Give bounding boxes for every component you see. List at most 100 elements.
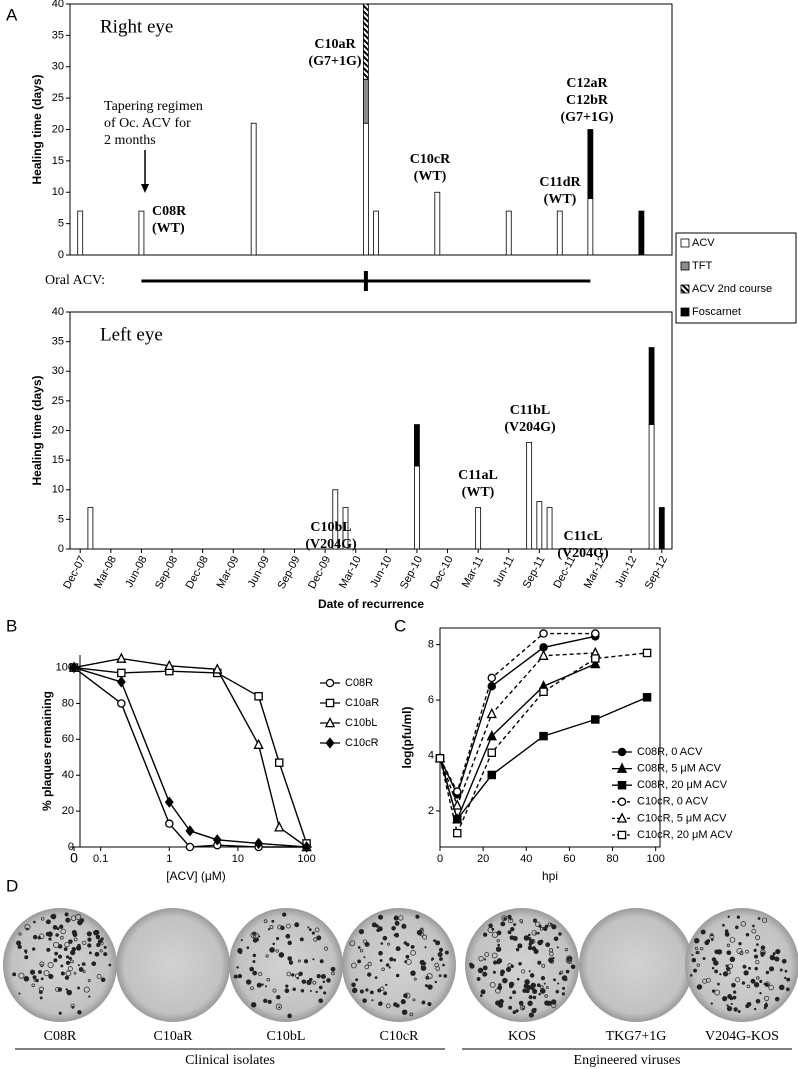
plaque <box>759 979 763 984</box>
plaque <box>489 981 496 988</box>
plaque <box>18 972 25 979</box>
plaque <box>410 970 416 976</box>
series-line <box>439 652 596 808</box>
plaque <box>537 939 543 946</box>
plaque <box>710 1002 713 1005</box>
plaque <box>54 951 58 956</box>
marker <box>617 780 627 790</box>
x-tick-label: Jun-11 <box>491 554 517 589</box>
annotation: (V204G) <box>305 537 357 552</box>
x-tick-label: 0.1 <box>93 853 108 865</box>
plaque <box>781 958 787 964</box>
plaque <box>280 925 285 931</box>
marker <box>185 842 195 852</box>
plaque <box>508 981 515 987</box>
annotation: C12bR <box>566 93 609 108</box>
plaque <box>365 988 369 992</box>
plaque <box>388 966 391 969</box>
plaque <box>64 975 70 980</box>
plaque <box>730 1002 733 1005</box>
marker <box>591 715 600 724</box>
plaque <box>483 958 487 961</box>
plaque <box>510 926 515 932</box>
plaque <box>401 1009 408 1015</box>
plaque <box>532 988 538 994</box>
plaque <box>47 962 54 969</box>
plaque <box>443 974 448 978</box>
plaque <box>385 1003 391 1009</box>
plaque <box>312 980 317 985</box>
plaque <box>389 957 394 962</box>
plaque <box>65 917 71 923</box>
plaque <box>393 958 397 962</box>
plaque <box>266 977 271 982</box>
marker <box>212 663 223 674</box>
x-tick-label: Mar-09 <box>215 554 242 590</box>
plaque <box>539 988 546 994</box>
marker <box>302 841 311 853</box>
marker <box>274 821 285 832</box>
plaque <box>743 970 749 976</box>
plaque <box>694 946 699 951</box>
plaque <box>298 971 303 977</box>
plaque <box>727 915 730 919</box>
y-tick-label: 40 <box>52 0 64 10</box>
plaque <box>513 923 517 927</box>
plaque <box>492 970 496 974</box>
plaque <box>742 964 747 969</box>
bar-segment <box>362 78 369 124</box>
plate-label: C10bL <box>267 1029 306 1044</box>
plaque <box>83 986 90 993</box>
plaque <box>276 994 281 1000</box>
plaque <box>269 947 275 953</box>
plaque <box>379 959 383 962</box>
plaque <box>73 971 77 975</box>
plaque <box>355 978 359 982</box>
x-tick-label: Dec-08 <box>184 554 211 591</box>
y-tick-label: 2 <box>428 805 434 817</box>
plaque <box>497 985 503 991</box>
plaque <box>405 942 410 947</box>
plaque <box>547 922 552 927</box>
y-tick-label: 60 <box>62 733 74 745</box>
bar-segment <box>556 210 563 256</box>
plaque <box>500 972 504 977</box>
marker <box>325 737 335 749</box>
plaque <box>55 933 59 937</box>
plaque <box>531 946 537 951</box>
plaque <box>755 959 760 965</box>
plaque <box>733 1007 738 1012</box>
plaque <box>518 1000 524 1006</box>
plaque <box>719 973 722 976</box>
plaque <box>25 951 28 954</box>
plaque <box>713 960 719 966</box>
plaque <box>724 932 730 937</box>
plaque <box>706 939 711 943</box>
marker <box>164 659 175 671</box>
plaque <box>40 964 44 968</box>
y-axis-label: Healing time (days) <box>30 375 44 485</box>
plaque <box>755 935 761 941</box>
bar-segment <box>648 424 655 550</box>
y-tick-label: 35 <box>52 336 64 348</box>
plaque <box>272 988 277 993</box>
plaque <box>756 976 760 980</box>
plaque <box>330 966 336 972</box>
plaque <box>735 925 739 930</box>
plaque <box>751 928 757 934</box>
plaque <box>78 967 84 972</box>
plaque <box>495 946 502 952</box>
plaque <box>552 956 555 960</box>
plaque <box>527 1000 533 1007</box>
marker <box>590 657 601 669</box>
plaque <box>422 934 428 940</box>
plaque <box>40 977 44 981</box>
plaque <box>272 942 275 946</box>
y-tick-label: 20 <box>52 424 64 436</box>
y-tick-label: 4 <box>428 749 434 761</box>
plaque <box>94 951 100 957</box>
plaque <box>87 943 92 948</box>
x-tick-label: Sep-10 <box>398 554 425 591</box>
plaque <box>367 961 372 967</box>
plaque <box>393 1002 398 1007</box>
